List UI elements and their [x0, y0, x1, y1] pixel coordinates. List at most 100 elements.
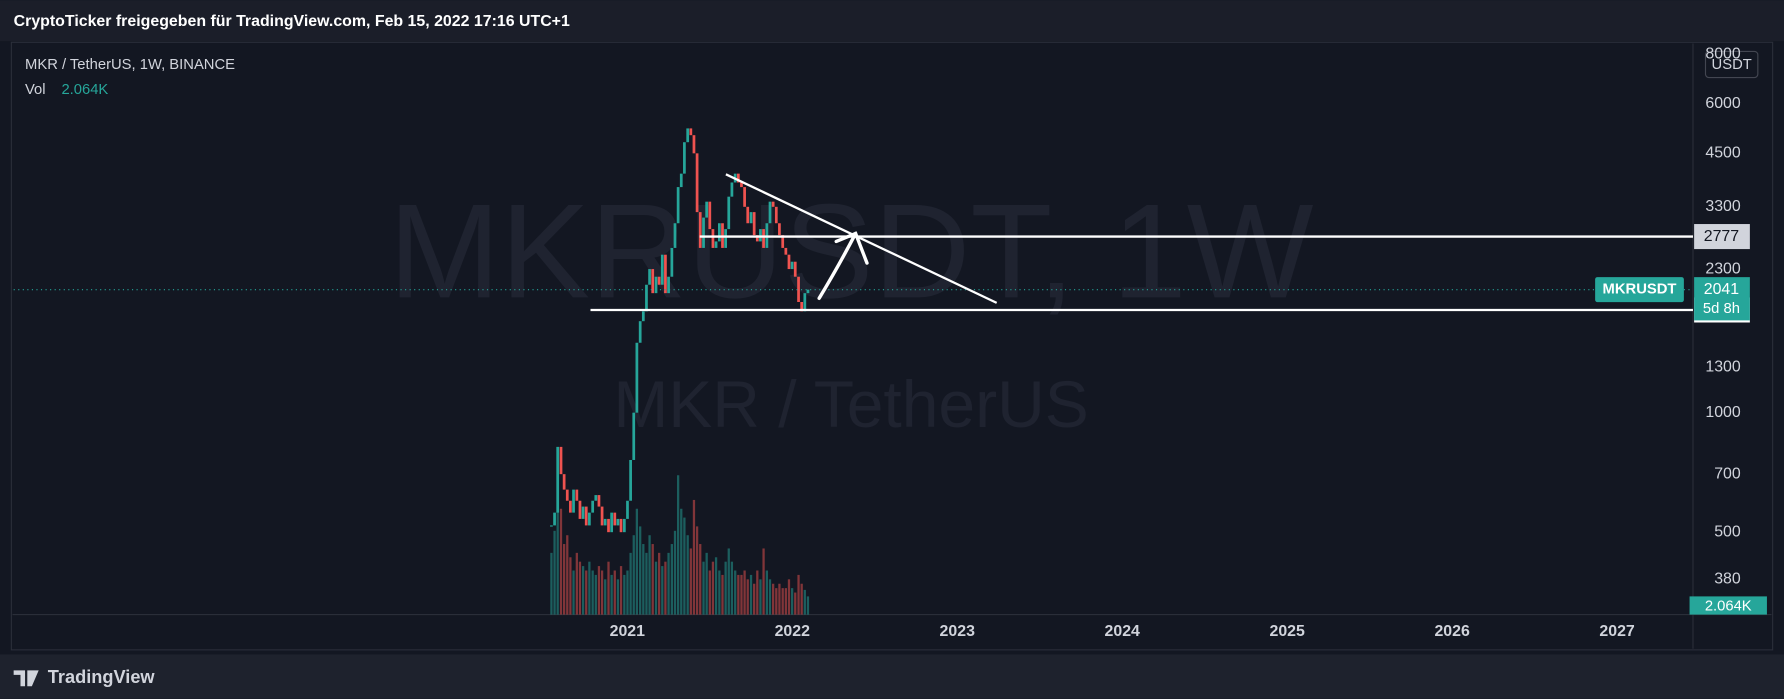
candle [781, 235, 785, 248]
y-tick-label: 2300 [1705, 260, 1741, 277]
volume-bar [673, 530, 677, 615]
volume-bar [654, 561, 658, 615]
volume-bar [762, 548, 765, 615]
candle [743, 187, 746, 207]
candle [603, 518, 607, 526]
volume-bar [626, 570, 629, 615]
logo-icon [13, 670, 39, 687]
volume-bar [737, 574, 740, 615]
candle [556, 446, 560, 513]
candle [594, 495, 598, 501]
candle [686, 128, 690, 143]
volume-bar [623, 574, 626, 615]
volume-bar [676, 475, 680, 615]
candle [806, 289, 810, 294]
candle [698, 212, 702, 248]
candle [619, 518, 623, 533]
header: CryptoTicker freigegeben für TradingView… [14, 13, 570, 30]
level-tag-label: 2777 [1704, 228, 1740, 245]
candle [724, 229, 727, 248]
volume-bar [642, 544, 645, 615]
volume-bar [559, 508, 563, 615]
candle [752, 212, 756, 236]
candle [797, 276, 800, 302]
volume-bar [689, 548, 692, 615]
legend-title: MKR / TetherUS, 1W, BINANCE [25, 57, 235, 73]
y-tick-label: 700 [1714, 465, 1741, 482]
volume-bar [749, 574, 753, 615]
volume-bar [613, 570, 616, 615]
x-tick-label: 2026 [1434, 623, 1470, 640]
currency-button[interactable] [1704, 50, 1759, 79]
volume-bar [699, 544, 702, 615]
currency-label[interactable]: USDT [1712, 57, 1752, 73]
volume-bar [746, 579, 749, 615]
candle [679, 173, 683, 188]
candle [632, 412, 636, 460]
candle [657, 276, 661, 285]
x-tick-label: 2021 [610, 623, 646, 640]
candle [759, 229, 762, 242]
candle [730, 182, 734, 197]
volume-bar [667, 552, 670, 615]
candle [736, 173, 740, 183]
candle [588, 512, 591, 526]
candle [790, 261, 794, 270]
plot [13, 128, 1693, 615]
y-tick-label: 3300 [1705, 198, 1741, 215]
candle [718, 223, 721, 242]
volume-bar [692, 499, 696, 615]
candle [664, 254, 667, 294]
volume-bar [718, 570, 721, 615]
volume-bar [556, 473, 559, 615]
footer-bar [0, 654, 1784, 699]
volume-bar [797, 574, 800, 615]
x-tick-label: 2024 [1105, 623, 1141, 640]
volume-bar [594, 574, 597, 615]
volume-bar [724, 561, 727, 615]
candle [641, 311, 645, 322]
volume-bar [781, 588, 784, 615]
candle [645, 284, 648, 312]
volume-bar [658, 552, 661, 615]
watermark: MKRUSDT, 1W [389, 176, 1314, 326]
y-tick-label: 4500 [1705, 145, 1741, 162]
candle [635, 342, 639, 413]
x-tick-label: 2022 [775, 623, 811, 640]
y-tick-label: 6000 [1705, 95, 1741, 112]
candle [670, 247, 674, 277]
candle [692, 135, 696, 154]
candle [575, 489, 579, 501]
volume-bar [730, 561, 734, 615]
candle [660, 254, 664, 285]
volume-bar [597, 566, 601, 615]
candle [702, 217, 705, 248]
volume-bar [756, 570, 759, 615]
candle [591, 500, 595, 513]
volume-bar [711, 561, 715, 615]
countdown-label: 5d 8h [1703, 301, 1740, 317]
candle [610, 512, 614, 533]
candle [626, 500, 629, 519]
volume-bar [566, 535, 569, 615]
volume-bar [753, 583, 756, 615]
volume-bar [664, 561, 667, 615]
candle [762, 229, 765, 248]
candle [727, 196, 731, 230]
candle [771, 201, 775, 207]
candle [597, 495, 601, 507]
legend-volume-name: Vol [25, 82, 46, 98]
candle [562, 474, 566, 490]
candle [803, 293, 807, 312]
volume-bar [639, 526, 642, 615]
volume-bar [727, 548, 730, 615]
candle [787, 254, 791, 270]
candle [654, 276, 658, 294]
volume-bar [806, 596, 810, 615]
candle [768, 201, 772, 224]
candle [689, 128, 693, 136]
volume-bar [591, 570, 594, 615]
volume-bar [629, 552, 632, 615]
volume-bar [680, 508, 683, 615]
symbol-tag-label: MKRUSDT [1603, 282, 1677, 298]
